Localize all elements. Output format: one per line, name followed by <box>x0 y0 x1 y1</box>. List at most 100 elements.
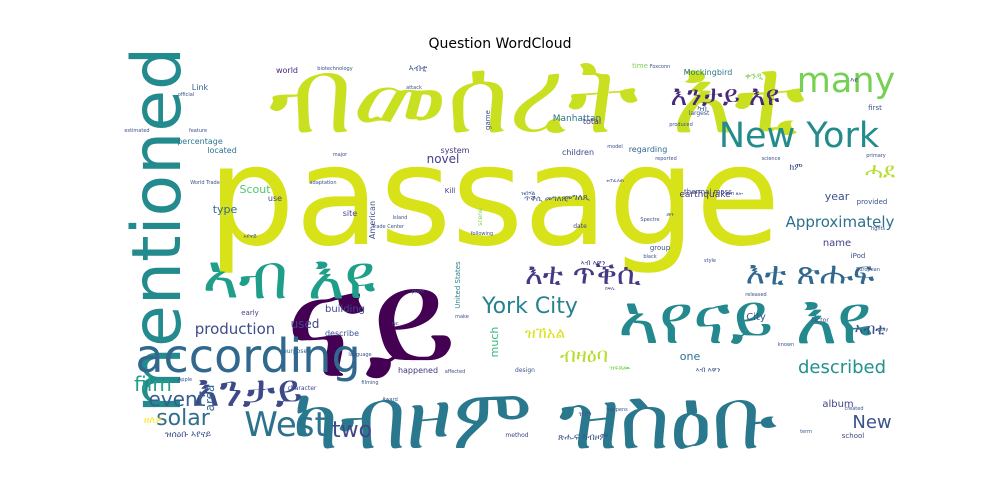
cloud-word: largest <box>689 110 710 117</box>
cloud-word: production <box>195 320 276 338</box>
cloud-word: used <box>291 317 320 331</box>
cloud-word: ብዛዕባ <box>560 343 608 367</box>
cloud-word: design <box>515 367 535 374</box>
cloud-word: American <box>368 201 377 239</box>
cloud-word: New York <box>719 116 880 156</box>
cloud-word: happens <box>606 407 628 413</box>
cloud-word: produced <box>669 122 693 128</box>
cloud-word: located <box>207 146 237 155</box>
cloud-word: ኣብ ዘሎ <box>727 191 743 197</box>
cloud-word: black <box>643 254 656 260</box>
cloud-word: film <box>134 372 172 396</box>
cloud-word: ክም <box>789 163 803 173</box>
cloud-word: early <box>241 309 259 317</box>
cloud-word: make <box>455 314 469 320</box>
cloud-word: major <box>333 152 348 158</box>
cloud-word: style <box>704 258 716 264</box>
cloud-word: ኣየናይ እዩ <box>618 278 872 360</box>
cloud-word: describe <box>325 329 359 338</box>
cloud-word: Foxconn <box>650 64 671 70</box>
cloud-word: World Trade <box>190 180 220 186</box>
cloud-word: ኣየናይ <box>243 233 257 240</box>
cloud-word: earthquake <box>679 190 731 200</box>
cloud-word: purpose <box>283 348 308 355</box>
cloud-word: year <box>825 190 850 203</box>
cloud-word: እዩ <box>850 76 858 84</box>
cloud-word: building <box>325 304 365 315</box>
cloud-word: much <box>488 327 501 358</box>
cloud-word: according <box>135 329 360 383</box>
cloud-word: ኣብ እዩ <box>202 240 375 313</box>
chart-title: Question WordCloud <box>428 36 572 52</box>
cloud-word: Award <box>382 397 398 403</box>
cloud-word: rights <box>871 226 886 232</box>
cloud-word: plant <box>412 289 425 295</box>
cloud-word: Approximately <box>786 213 895 231</box>
cloud-word: ጽሑፍ ካብዞም <box>558 433 609 443</box>
cloud-word: ዝበሃል <box>521 190 536 197</box>
cloud-word: European <box>856 267 880 273</box>
cloud-word: ብመሰረት እቲ <box>269 35 805 157</box>
cloud-word: Link <box>192 83 209 92</box>
cloud-word: Spectre <box>640 217 659 223</box>
cloud-word: type <box>213 203 238 216</box>
cloud-word: event <box>149 387 206 411</box>
cloud-word: two <box>332 418 372 443</box>
cloud-word: iPod <box>851 252 866 260</box>
cloud-word: ዝፍጸሙ <box>609 364 631 372</box>
cloud-word: ቀንዲ <box>745 72 764 82</box>
cloud-word: method <box>505 432 528 439</box>
cloud-word: term <box>800 429 812 435</box>
cloud-word: attack <box>406 85 422 91</box>
cloud-word: many <box>797 61 895 101</box>
cloud-word: passage <box>207 116 780 277</box>
cloud-word: game <box>484 110 492 130</box>
cloud-word: mentioned <box>118 47 197 413</box>
cloud-word: ኣብ እዋን <box>581 259 606 267</box>
cloud-word: ዝኸአል <box>525 324 565 342</box>
cloud-word: following <box>471 231 493 237</box>
cloud-word: Island <box>393 215 408 221</box>
cloud-word: ክፍሊ <box>605 286 615 292</box>
cloud-word: science <box>762 156 781 162</box>
cloud-word: model <box>607 144 623 150</box>
cloud-word: እቲ ጥቕሲ <box>525 257 641 292</box>
cloud-word: novel <box>427 152 460 166</box>
cloud-word: ጥቕሲ መግለጺ <box>524 194 568 203</box>
cloud-word: school <box>842 432 864 440</box>
cloud-word: Apple <box>178 377 192 383</box>
cloud-word: ካብዞም ዝስዕቡ <box>293 370 778 469</box>
cloud-word: ኣብቲ <box>855 320 886 338</box>
cloud-word: released <box>745 292 766 298</box>
cloud-word: date <box>573 223 587 230</box>
cloud-word: site <box>343 209 358 218</box>
cloud-word: New <box>852 412 891 433</box>
cloud-word: ናይ <box>285 238 457 412</box>
cloud-word: Manhattan <box>553 114 601 124</box>
cloud-word: filming <box>361 380 378 386</box>
cloud-word: system <box>441 146 470 155</box>
cloud-word: estimated <box>124 128 149 134</box>
cloud-word: Kill <box>445 187 455 195</box>
cloud-word: ዝሰዕቡ ኣየናይ <box>165 430 211 440</box>
cloud-word: West <box>244 405 328 445</box>
cloud-word: ካብ <box>697 105 707 113</box>
cloud-word: Scout <box>239 183 271 196</box>
cloud-word: ኣብቲ <box>409 64 428 74</box>
cloud-word: City <box>746 312 766 323</box>
cloud-word: ሓደ <box>865 159 895 184</box>
cloud-word: thermal mass <box>684 188 732 196</box>
cloud-word: area <box>203 385 217 412</box>
cloud-word: ነገር <box>391 321 398 327</box>
cloud-word: ዘለዎ <box>144 415 162 426</box>
cloud-word: name <box>823 238 851 249</box>
cloud-word: created <box>844 406 863 412</box>
cloud-word: እቲ ጽሑፍ <box>746 254 875 292</box>
cloud-word: መን <box>666 212 674 218</box>
cloud-word: Trade Center <box>371 224 405 230</box>
cloud-word: described <box>798 357 886 378</box>
cloud-word: biotechnology <box>317 66 352 72</box>
cloud-word: total <box>583 117 601 126</box>
cloud-word: album <box>822 399 853 410</box>
cloud-word: Mockingbird <box>684 68 733 77</box>
